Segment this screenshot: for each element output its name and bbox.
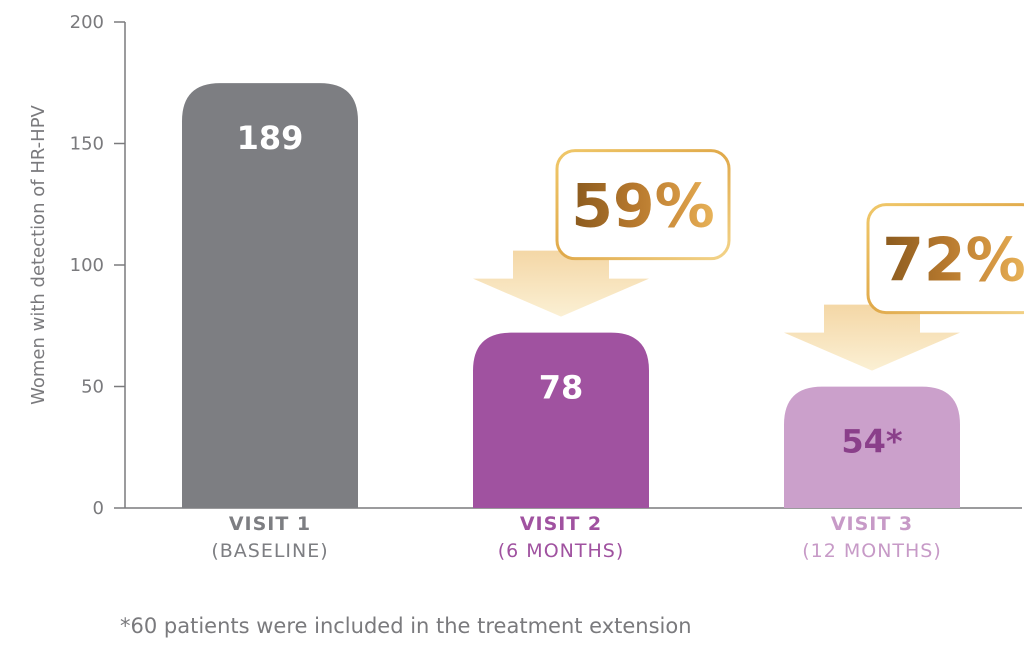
- reduction-percent-label: 59%: [571, 172, 715, 242]
- bar-2: [473, 332, 649, 508]
- category-subtitle: (12 MONTHS): [802, 540, 942, 562]
- reduction-badges: 59% 72%: [555, 149, 1024, 315]
- bar-value-label: 78: [539, 369, 584, 407]
- y-ticks: 0 50 100 150 200: [70, 12, 125, 519]
- reduction-arrows: [473, 250, 960, 371]
- category-title: VISIT 2: [520, 513, 602, 535]
- bar-value-label: 54*: [841, 423, 903, 461]
- bar-value-label: 189: [237, 119, 304, 157]
- category-labels: VISIT 1 (BASELINE) VISIT 2 (6 MONTHS) VISIT …: [211, 513, 942, 562]
- y-axis-label: Women with detection of HR-HPV: [28, 104, 49, 404]
- y-tick-label: 150: [70, 134, 104, 155]
- bars: 189 78 54*: [182, 83, 960, 509]
- category-title: VISIT 1: [229, 513, 311, 535]
- y-tick-label: 0: [93, 498, 104, 519]
- reduction-badge: [866, 203, 1024, 315]
- reduction-badge: [555, 149, 731, 261]
- bar-1: [182, 83, 358, 509]
- category-title: VISIT 3: [831, 513, 913, 535]
- reduction-percent-label: 72%: [882, 226, 1024, 296]
- bar-3: [784, 386, 960, 508]
- y-tick-label: 100: [70, 255, 104, 276]
- y-tick-label: 50: [81, 377, 104, 398]
- down-arrow-icon: [473, 250, 649, 317]
- category-subtitle: (BASELINE): [211, 540, 328, 562]
- down-arrow-icon: [784, 304, 960, 371]
- footnote: *60 patients were included in the treatm…: [120, 614, 692, 638]
- y-tick-label: 200: [70, 12, 104, 33]
- category-subtitle: (6 MONTHS): [498, 540, 624, 562]
